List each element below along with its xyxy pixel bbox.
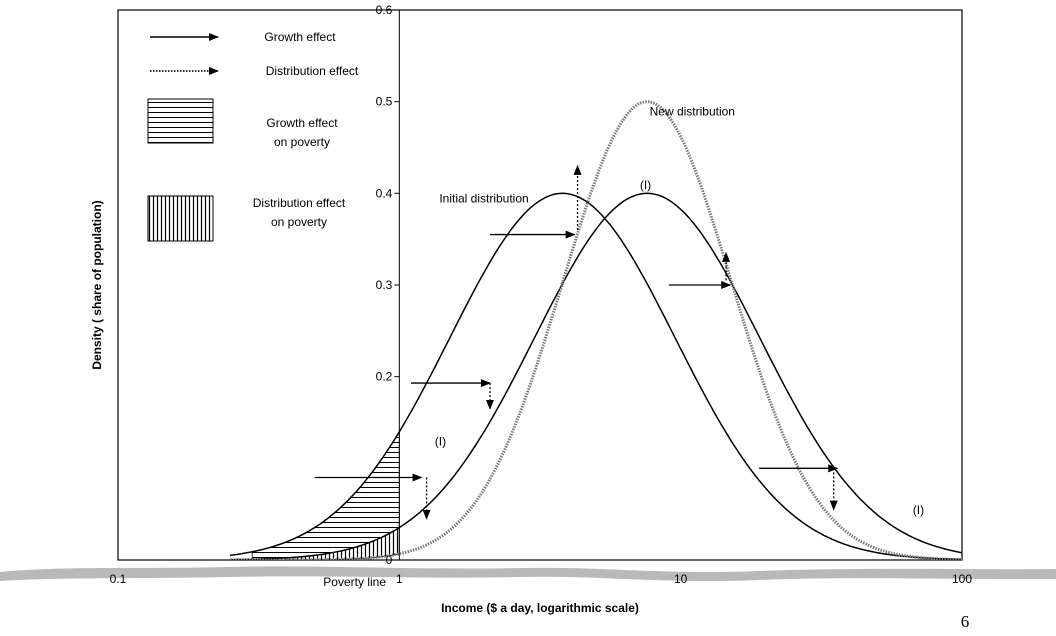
x-tick-label: 100 (952, 572, 972, 586)
growth-effect-on-poverty-legend-swatch (147, 98, 214, 144)
y-tick-label: 0.6 (376, 3, 393, 17)
distribution-effect-on-poverty-legend-swatch (147, 195, 214, 242)
y-tick-label: 0 (386, 553, 393, 567)
y-tick-label: 0.5 (376, 95, 393, 109)
shifted-distribution-curve (230, 192, 962, 560)
plot-frame (117, 9, 963, 561)
new-distribution-curve (230, 100, 962, 560)
legend-label: Growth effect on poverty (266, 116, 338, 149)
annotation: Initial distribution (439, 192, 528, 206)
legend-label: Distribution effect on poverty (253, 196, 346, 229)
x-axis-brush-stroke (0, 566, 1056, 582)
legend: Growth effect Distribution effect Growth e… (147, 30, 359, 242)
y-tick-label: 0.2 (376, 370, 393, 384)
initial-distribution-curve (229, 192, 962, 560)
y-axis-title: Density ( share of population) (90, 200, 104, 369)
x-tick-label: 10 (674, 572, 688, 586)
poverty-line-label: Poverty line (323, 575, 386, 589)
x-tick-label: 0.1 (110, 572, 127, 586)
annotation: (I) (435, 434, 446, 448)
page-number: 6 (961, 612, 970, 631)
x-axis-title: Income ($ a day, logarithmic scale) (441, 601, 639, 615)
annotation: New distribution (650, 104, 735, 118)
y-tick-label: 0.4 (376, 186, 393, 200)
y-tick-label: 0.3 (376, 278, 393, 292)
annotation: (I) (913, 503, 924, 517)
legend-label: Distribution effect (266, 64, 359, 78)
annotation: (I) (640, 178, 651, 192)
legend-label: Growth effect (264, 30, 336, 44)
x-tick-label: 1 (396, 572, 403, 586)
